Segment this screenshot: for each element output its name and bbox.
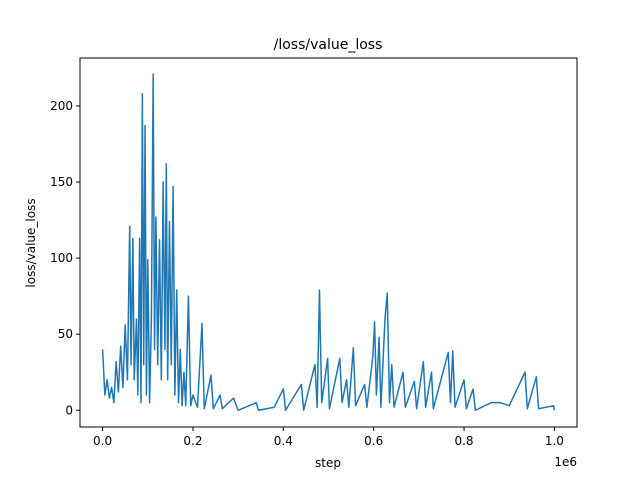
y-tick-label: 150 [50,175,73,189]
y-tick-label: 200 [50,99,73,113]
plot-frame [79,57,578,428]
x-axis-label: step [315,456,341,470]
y-tick-label: 0 [65,403,73,417]
y-tick-label: 100 [50,251,73,265]
y-axis-label: loss/value_loss [24,198,38,287]
x-tick-label: 0.4 [274,434,293,448]
chart-title: /loss/value_loss [274,37,383,53]
x-tick-label: 0.6 [364,434,383,448]
x-tick-label: 0.8 [454,434,473,448]
x-tick-label: 0.0 [93,434,112,448]
y-tick-label: 50 [58,327,73,341]
x-tick-label: 1.0 [545,434,564,448]
x-tick-label: 0.2 [183,434,202,448]
x-offset-label: 1e6 [554,455,577,469]
line [101,73,556,412]
